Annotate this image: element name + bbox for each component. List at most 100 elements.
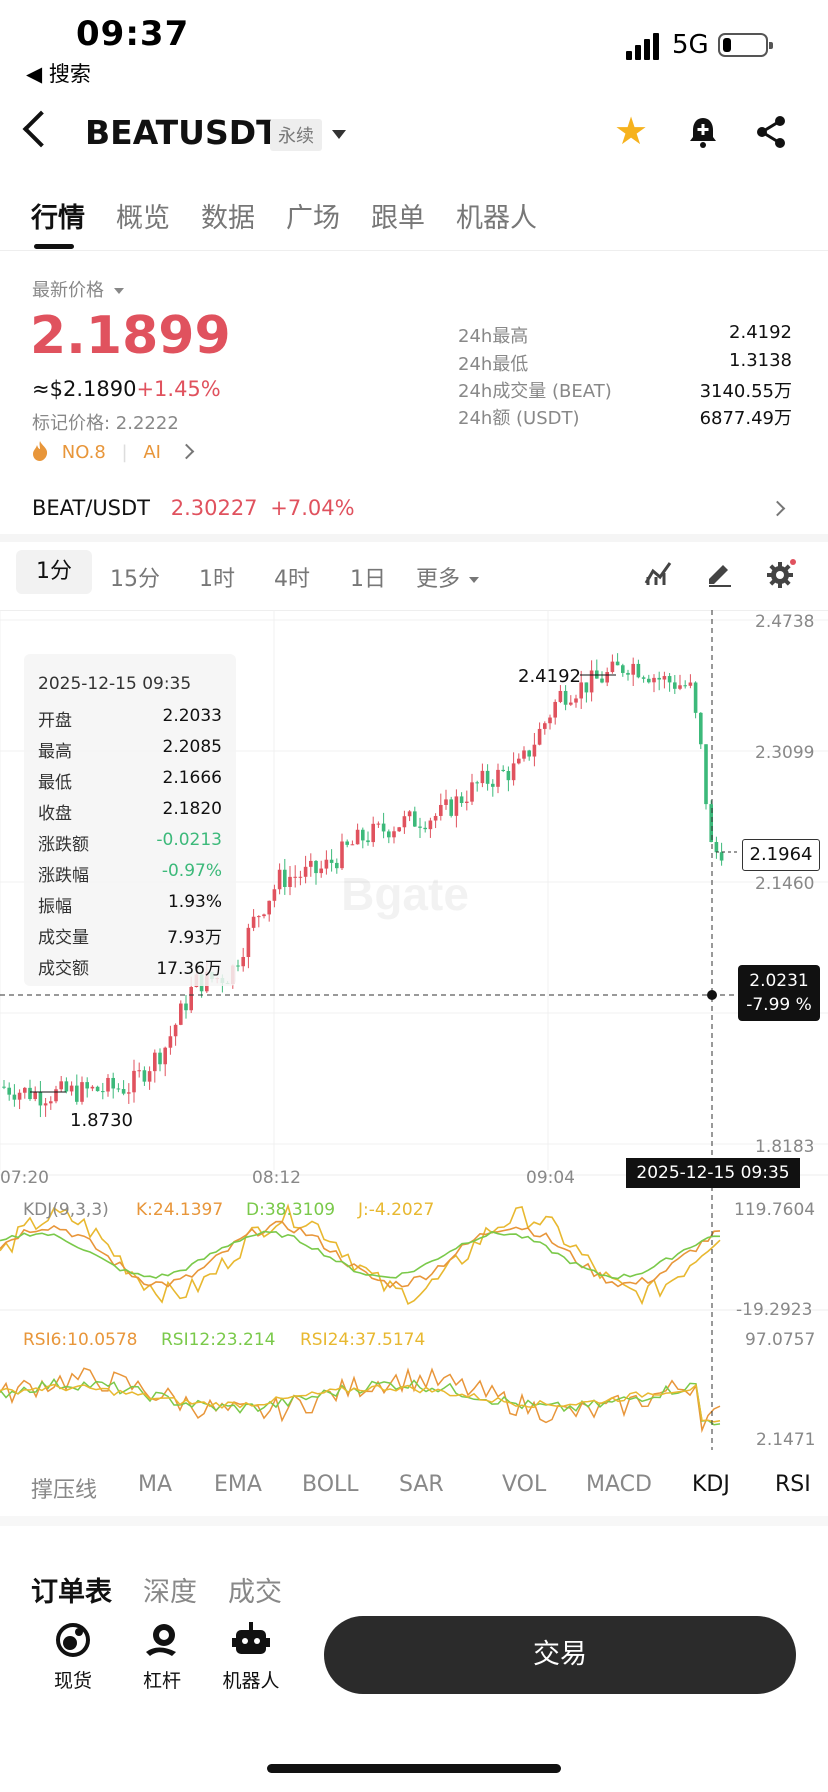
indicator-tab-support[interactable]: 撑压线 [31, 1478, 98, 1503]
candle-body [688, 682, 693, 686]
candle-body [267, 900, 271, 915]
candle-body [506, 771, 511, 781]
candle-body [288, 876, 292, 887]
candle-body [132, 1070, 136, 1093]
candle-body [127, 1092, 131, 1094]
rsi-max: 97.0757 [745, 1330, 816, 1350]
trade-button[interactable]: 交易 [324, 1616, 796, 1694]
interval-more[interactable]: 更多 [416, 561, 480, 593]
x-tick: 09:04 [526, 1168, 575, 1188]
candle-body [678, 685, 682, 689]
back-to-search-link[interactable]: ◀ 搜索 [26, 62, 91, 86]
tab-bots[interactable]: 机器人 [456, 203, 537, 234]
candle-body [43, 1103, 48, 1106]
tab-market[interactable]: 行情 [31, 203, 85, 234]
divider [0, 610, 828, 611]
latest-price-dropdown-icon[interactable] [113, 288, 124, 294]
pair-dropdown-icon[interactable] [332, 130, 346, 139]
candle-body [569, 702, 573, 705]
candle-body [402, 816, 407, 828]
interval-15m[interactable]: 15分 [110, 567, 160, 592]
candle-body [361, 829, 365, 841]
tab-order-book[interactable]: 订单表 [31, 1577, 112, 1608]
home-indicator[interactable] [267, 1764, 561, 1773]
indicator-tab-boll[interactable]: BOLL [302, 1472, 359, 1497]
indicator-chart-icon[interactable] [643, 559, 673, 587]
pair-title[interactable]: BEATUSDT [85, 113, 279, 152]
y-tick: 2.4738 [755, 612, 815, 632]
candle-body [449, 799, 453, 816]
draw-pencil-icon[interactable] [705, 559, 733, 587]
spot-label[interactable]: 现货 [53, 1670, 92, 1692]
tab-copy-trading[interactable]: 跟单 [371, 203, 425, 234]
candle-body [101, 1091, 105, 1093]
tab-trades[interactable]: 成交 [228, 1577, 282, 1608]
candle-body [59, 1081, 63, 1090]
index-price-row[interactable]: BEAT/USDT 2.30227 +7.04% [32, 496, 355, 520]
indicator-tab-ma[interactable]: MA [138, 1472, 173, 1497]
info-row: 开盘 2.2033 [38, 706, 222, 731]
indicator-tab-macd[interactable]: MACD [586, 1472, 652, 1497]
stat-label: 24h额 (USDT) [458, 408, 580, 429]
candle-body [714, 842, 719, 853]
indicator-tab-ema[interactable]: EMA [214, 1472, 262, 1497]
share-icon[interactable] [754, 115, 788, 149]
candle-body [662, 676, 667, 680]
robot-label[interactable]: 机器人 [222, 1670, 280, 1692]
kdj-k: K:24.1397 [136, 1200, 224, 1220]
y-tick: 2.1460 [755, 874, 815, 894]
interval-1d[interactable]: 1日 [350, 567, 386, 592]
candle-body [392, 831, 396, 838]
candle-body [23, 1087, 27, 1093]
interval-4h[interactable]: 4时 [274, 567, 310, 592]
candle-body [470, 782, 474, 802]
candle-body [407, 811, 412, 817]
index-chevron-right-icon[interactable] [769, 500, 786, 517]
candle-body [423, 827, 427, 830]
kdj-min: -19.2923 [736, 1300, 813, 1320]
price-alert-bell-icon[interactable] [686, 115, 720, 149]
latest-price-label[interactable]: 最新价格 [32, 276, 124, 302]
tab-depth[interactable]: 深度 [143, 1577, 197, 1608]
candle-body [610, 661, 615, 673]
divider [0, 1516, 828, 1526]
indicator-tab-rsi[interactable]: RSI [775, 1472, 811, 1497]
tab-data[interactable]: 数据 [201, 203, 255, 234]
tab-overview[interactable]: 概览 [116, 203, 170, 234]
robot-icon[interactable] [231, 1620, 271, 1660]
stat-label: 24h成交量 (BEAT) [458, 381, 612, 402]
leverage-label[interactable]: 杠杆 [142, 1670, 181, 1692]
interval-1h[interactable]: 1时 [199, 567, 235, 592]
back-arrow-icon[interactable] [22, 110, 60, 148]
indicator-tab-kdj[interactable]: KDJ [692, 1472, 730, 1497]
current-price-tag: 2.1964 [742, 839, 820, 871]
candle-body [439, 804, 443, 816]
candlestick-chart[interactable]: Bgate [0, 610, 828, 1470]
candle-body [75, 1085, 79, 1102]
candle-body [95, 1086, 100, 1092]
indicator-tab-sar[interactable]: SAR [399, 1472, 444, 1497]
indicator-tab-vol[interactable]: VOL [502, 1472, 547, 1497]
candle-body [537, 728, 542, 745]
leverage-icon[interactable] [142, 1620, 182, 1660]
candle-body [589, 670, 594, 693]
candle-body [574, 698, 578, 703]
interval-1m[interactable]: 1分 [16, 550, 92, 594]
tab-square[interactable]: 广场 [286, 203, 340, 234]
candle-body [324, 859, 329, 869]
candle-body [501, 769, 505, 772]
rank-row[interactable]: NO.8 | AI [30, 440, 194, 463]
favorite-star-icon[interactable]: ★ [614, 109, 649, 153]
active-tab-indicator [34, 244, 74, 249]
kdj-d: D:38.3109 [246, 1200, 336, 1220]
candle-body [54, 1089, 58, 1102]
crosshair-price-tag: 2.0231 -7.99 % [738, 965, 820, 1021]
candle-body [387, 831, 391, 838]
candle-body [600, 678, 604, 683]
chart-settings-gear-icon[interactable] [766, 559, 796, 589]
candle-body [335, 862, 339, 869]
spot-icon[interactable] [53, 1620, 93, 1660]
index-pair: BEAT/USDT [32, 496, 151, 520]
mark-price: 标记价格: 2.2222 [32, 413, 179, 434]
candle-body [69, 1085, 74, 1092]
